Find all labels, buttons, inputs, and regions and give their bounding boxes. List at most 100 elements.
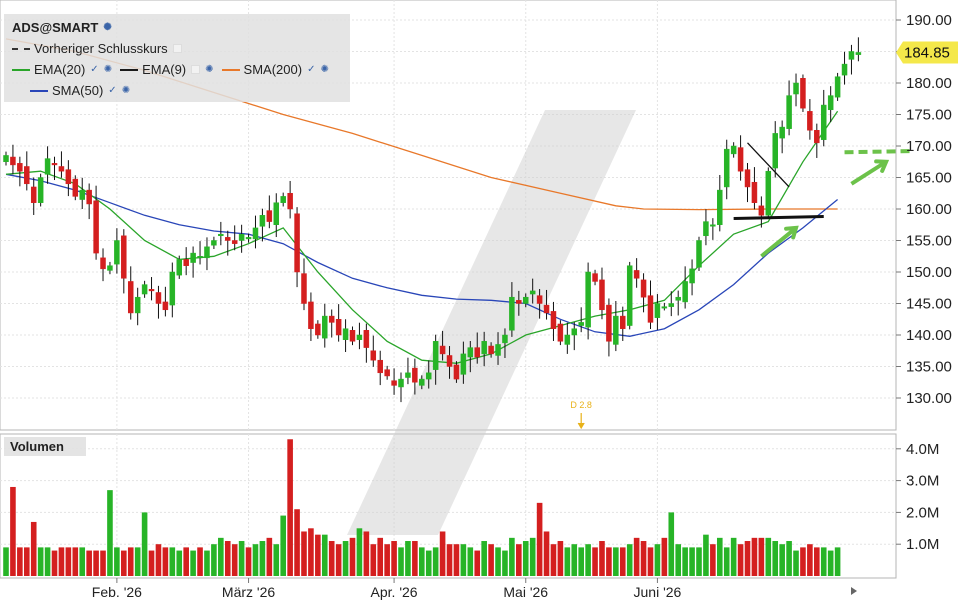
legend-ema9[interactable]: EMA(9) ✺ (120, 62, 214, 77)
candle (793, 73, 799, 107)
volume-bar (446, 544, 453, 576)
candle-body (633, 270, 640, 279)
candle-body (647, 295, 654, 323)
dividend-arrow-icon (577, 413, 585, 430)
arrow-head (784, 225, 799, 240)
candle-body (405, 372, 411, 378)
candle-body (141, 284, 148, 295)
candle (370, 335, 377, 367)
candle (765, 167, 772, 220)
candle-body (328, 315, 335, 323)
toggle-box-icon[interactable] (191, 65, 201, 74)
scroll-arrow-icon[interactable] (851, 587, 857, 595)
trend-line[interactable] (747, 142, 790, 188)
volume-bar (3, 547, 9, 576)
candle-body (252, 227, 259, 240)
volume-bar (183, 547, 189, 576)
check-icon[interactable]: ✓ (108, 85, 117, 96)
check-icon[interactable]: ✓ (90, 64, 99, 75)
candle-body (225, 237, 231, 241)
candle-body (10, 156, 16, 166)
legend-symbol-row[interactable]: ADS@SMART ✺ (12, 20, 112, 35)
volume-bar (460, 544, 467, 576)
candle (141, 280, 148, 298)
volume-bar (169, 547, 176, 576)
up-arrow-icon[interactable] (850, 159, 890, 186)
legend-sma200[interactable]: SMA(200) ✓ ✺ (221, 62, 329, 77)
candle-body (93, 200, 99, 254)
volume-bar (259, 541, 266, 576)
candle (252, 215, 259, 249)
up-arrow-icon[interactable] (760, 225, 799, 258)
candle-body (107, 265, 113, 271)
candle (696, 236, 702, 272)
settings-icon[interactable]: ✺ (103, 22, 112, 33)
candle-body (564, 334, 571, 345)
volume-bar (516, 544, 522, 576)
candle-body (592, 273, 598, 282)
support-line[interactable] (733, 215, 824, 220)
settings-icon[interactable]: ✺ (103, 64, 113, 75)
candle (620, 306, 626, 341)
settings-icon[interactable]: ✺ (205, 64, 214, 75)
candle (349, 326, 356, 346)
volume-bar (557, 541, 564, 576)
candle (474, 332, 480, 364)
volume-bar (807, 544, 813, 576)
volume-bar (723, 547, 730, 576)
volume-bar (148, 550, 155, 576)
candle-body (523, 296, 529, 304)
candle-body (432, 341, 439, 370)
candle-body (419, 378, 425, 386)
candle-body (661, 306, 668, 309)
volume-bar (30, 521, 37, 576)
toggle-box-icon[interactable] (172, 44, 182, 53)
check-icon[interactable]: ✓ (307, 64, 316, 75)
candle-body (613, 315, 619, 345)
volume-bar (432, 547, 439, 576)
candle (231, 225, 238, 251)
candle (606, 298, 612, 357)
volume-bar (626, 544, 633, 576)
volume-bar (86, 550, 92, 576)
legend-prev-close[interactable]: Vorheriger Schlusskurs (12, 41, 182, 56)
settings-icon[interactable]: ✺ (320, 64, 329, 75)
candle-body (412, 367, 418, 383)
candle-body (474, 347, 480, 358)
legend-ema20[interactable]: EMA(20) ✓ ✺ (12, 62, 112, 77)
candle-body (730, 145, 737, 155)
volume-bar (710, 544, 716, 576)
dashed-level-line[interactable] (844, 149, 914, 155)
candle (543, 289, 550, 320)
candle-body (44, 158, 51, 175)
volume-bar (405, 541, 411, 576)
candle (647, 280, 654, 330)
volume-bar (751, 537, 758, 576)
volume-bar (44, 547, 51, 576)
symbol-label: ADS@SMART (12, 20, 99, 35)
candle-body (640, 279, 647, 298)
candle (127, 266, 134, 320)
candle (405, 357, 411, 385)
legend-sma50[interactable]: SMA(50) ✓ ✺ (30, 83, 130, 98)
candle-body (675, 296, 681, 301)
candle-body (446, 355, 453, 367)
candle-body (800, 78, 806, 109)
candle-body (460, 353, 467, 375)
candle-body (301, 273, 307, 304)
candle (169, 262, 176, 318)
candle (779, 120, 785, 154)
candle-body (703, 221, 709, 237)
candle (502, 328, 508, 358)
candle-body (273, 202, 280, 225)
annotations (733, 142, 914, 258)
candle-body (543, 304, 550, 314)
settings-icon[interactable]: ✺ (121, 85, 131, 96)
candle (238, 224, 245, 253)
candle-body (204, 246, 210, 259)
ema20-swatch (12, 68, 30, 71)
volume-bar (218, 537, 224, 576)
candle (744, 163, 751, 203)
candle-body (606, 304, 612, 342)
